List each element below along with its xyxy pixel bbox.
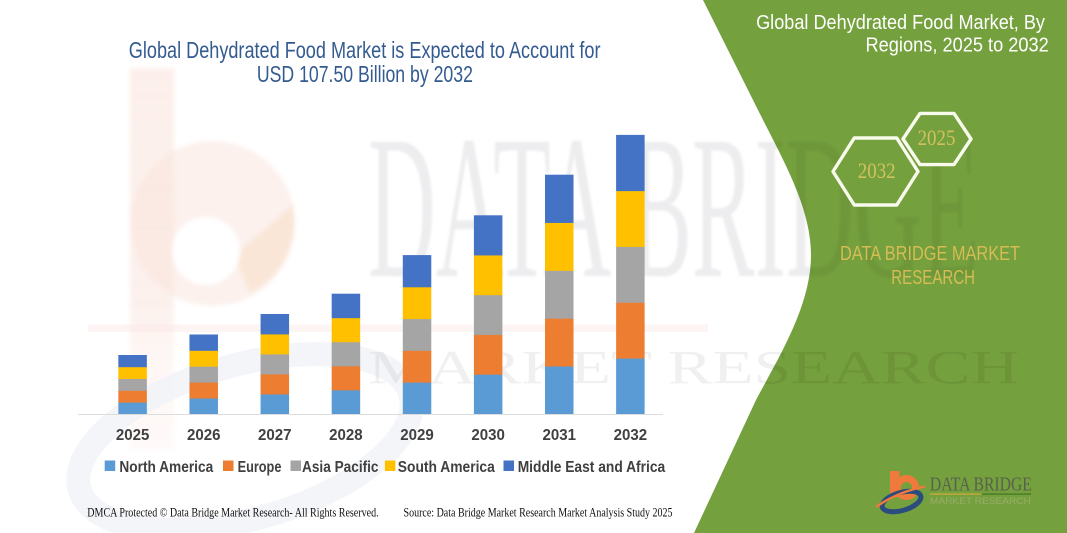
svg-text:USD 107.50 Billion by 2032: USD 107.50 Billion by 2032 <box>257 61 473 87</box>
svg-text:Global Dehydrated Food Market,: Global Dehydrated Food Market, By <box>756 12 1045 34</box>
svg-text:Asia Pacific: Asia Pacific <box>302 459 379 476</box>
svg-text:Global Dehydrated Food Market: Global Dehydrated Food Market is Expecte… <box>129 37 601 63</box>
svg-text:2028: 2028 <box>329 427 363 444</box>
svg-text:MARKET RESEARCH: MARKET RESEARCH <box>930 496 1031 506</box>
svg-text:2030: 2030 <box>471 427 505 444</box>
svg-text:DMCA Protected © Data Bridge M: DMCA Protected © Data Bridge Market Rese… <box>87 506 378 520</box>
svg-text:DATA BRIDGE: DATA BRIDGE <box>930 473 1032 495</box>
svg-text:2032: 2032 <box>858 158 896 183</box>
svg-text:Middle East and Africa: Middle East and Africa <box>518 459 666 476</box>
svg-text:MARKET RESEARCH: MARKET RESEARCH <box>368 341 1019 394</box>
svg-text:2027: 2027 <box>258 427 292 444</box>
svg-text:Europe: Europe <box>238 459 282 476</box>
svg-text:Regions, 2025 to 2032: Regions, 2025 to 2032 <box>866 35 1049 57</box>
svg-text:2031: 2031 <box>543 427 577 444</box>
svg-text:2025: 2025 <box>918 125 956 150</box>
svg-text:2025: 2025 <box>116 427 150 444</box>
svg-text:North America: North America <box>119 459 213 476</box>
svg-text:2026: 2026 <box>187 427 221 444</box>
svg-text:2032: 2032 <box>614 427 648 444</box>
svg-text:RESEARCH: RESEARCH <box>891 266 975 289</box>
svg-text:DATA BRIDGE: DATA BRIDGE <box>368 94 979 321</box>
svg-text:DATA BRIDGE MARKET: DATA BRIDGE MARKET <box>840 242 1020 265</box>
svg-text:2029: 2029 <box>400 427 434 444</box>
svg-text:Source: Data Bridge Market Res: Source: Data Bridge Market Research Mark… <box>404 506 673 520</box>
svg-text:South America: South America <box>398 459 495 476</box>
